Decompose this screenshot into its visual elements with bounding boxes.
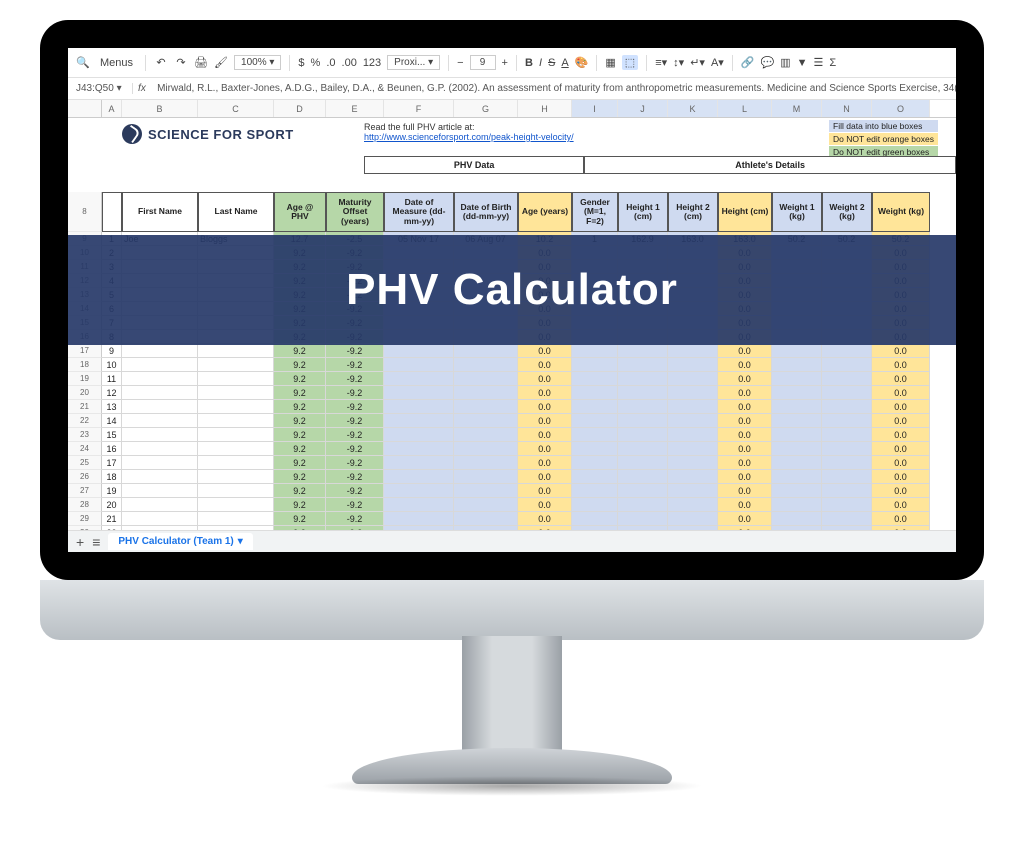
overlay-banner: PHV Calculator: [68, 235, 956, 345]
all-sheets-button[interactable]: ≡: [92, 534, 100, 550]
fx-icon: fx: [133, 83, 151, 94]
decrease-decimal-button[interactable]: .0: [326, 57, 335, 69]
align-button[interactable]: ≡▾: [655, 56, 667, 69]
chevron-down-icon[interactable]: ▾: [238, 536, 243, 547]
formula-bar: J43:Q50 ▾ fx Mirwald, R.L., Baxter-Jones…: [68, 78, 956, 100]
chart-button[interactable]: ▥: [780, 56, 790, 69]
zoom-select[interactable]: 100% ▾: [234, 55, 281, 70]
spreadsheet-screen: 🔍 Menus ↶ ↷ 🖨 🖌 100% ▾ $ % .0 .00 123 Pr…: [68, 48, 956, 552]
text-color-button[interactable]: A: [561, 57, 568, 69]
bold-button[interactable]: B: [525, 57, 533, 69]
monitor-frame: 🔍 Menus ↶ ↷ 🖨 🖌 100% ▾ $ % .0 .00 123 Pr…: [40, 20, 984, 580]
valign-button[interactable]: ↕▾: [673, 56, 684, 69]
sheet-tab-active[interactable]: PHV Calculator (Team 1) ▾: [108, 533, 252, 550]
add-sheet-button[interactable]: +: [76, 534, 84, 550]
sheet-tabs: + ≡ PHV Calculator (Team 1) ▾: [68, 530, 956, 552]
undo-icon[interactable]: ↶: [154, 56, 168, 70]
increase-decimal-button[interactable]: .00: [342, 57, 357, 69]
paint-format-icon[interactable]: 🖌: [214, 56, 228, 70]
italic-button[interactable]: I: [539, 57, 542, 69]
print-icon[interactable]: 🖨: [194, 56, 208, 70]
formula-input[interactable]: Mirwald, R.L., Baxter-Jones, A.D.G., Bai…: [151, 83, 956, 94]
link-button[interactable]: 🔗: [741, 56, 755, 69]
strike-button[interactable]: S: [548, 57, 555, 69]
rotate-button[interactable]: A▾: [711, 56, 724, 69]
more-formats-button[interactable]: 123: [363, 57, 381, 69]
redo-icon[interactable]: ↷: [174, 56, 188, 70]
comment-button[interactable]: 💬: [761, 56, 775, 69]
name-box[interactable]: J43:Q50 ▾: [68, 83, 133, 94]
font-select[interactable]: Proxi... ▾: [387, 55, 440, 70]
sheet-grid[interactable]: ABCDEFGHIJKLMNO SCIENCE FOR SPORT Read t…: [68, 100, 956, 530]
logo: SCIENCE FOR SPORT: [122, 124, 294, 144]
increase-font-button[interactable]: +: [502, 57, 508, 69]
merge-button[interactable]: ⬚: [622, 55, 638, 70]
percent-button[interactable]: %: [311, 57, 321, 69]
legend: Fill data into blue boxes Do NOT edit or…: [829, 120, 938, 159]
decrease-font-button[interactable]: −: [457, 57, 463, 69]
article-info: Read the full PHV article at: http://www…: [364, 122, 574, 142]
currency-button[interactable]: $: [298, 57, 304, 69]
wrap-button[interactable]: ↵▾: [690, 56, 705, 69]
borders-button[interactable]: ▦: [605, 56, 615, 69]
monitor-chin: [40, 580, 984, 640]
filter-button[interactable]: ▼: [797, 57, 808, 69]
logo-icon: [122, 124, 142, 144]
monitor-shadow: [320, 776, 704, 796]
fill-color-button[interactable]: 🎨: [575, 56, 589, 69]
menus-button[interactable]: Menus: [96, 55, 137, 71]
font-size-input[interactable]: 9: [470, 55, 496, 70]
search-icon[interactable]: 🔍: [76, 56, 90, 70]
logo-text: SCIENCE FOR SPORT: [148, 127, 294, 142]
toolbar: 🔍 Menus ↶ ↷ 🖨 🖌 100% ▾ $ % .0 .00 123 Pr…: [68, 48, 956, 78]
functions-button[interactable]: Σ: [829, 57, 836, 69]
filter-views-button[interactable]: ☰: [814, 56, 824, 69]
article-link[interactable]: http://www.scienceforsport.com/peak-heig…: [364, 132, 574, 142]
monitor-stand-neck: [462, 636, 562, 756]
